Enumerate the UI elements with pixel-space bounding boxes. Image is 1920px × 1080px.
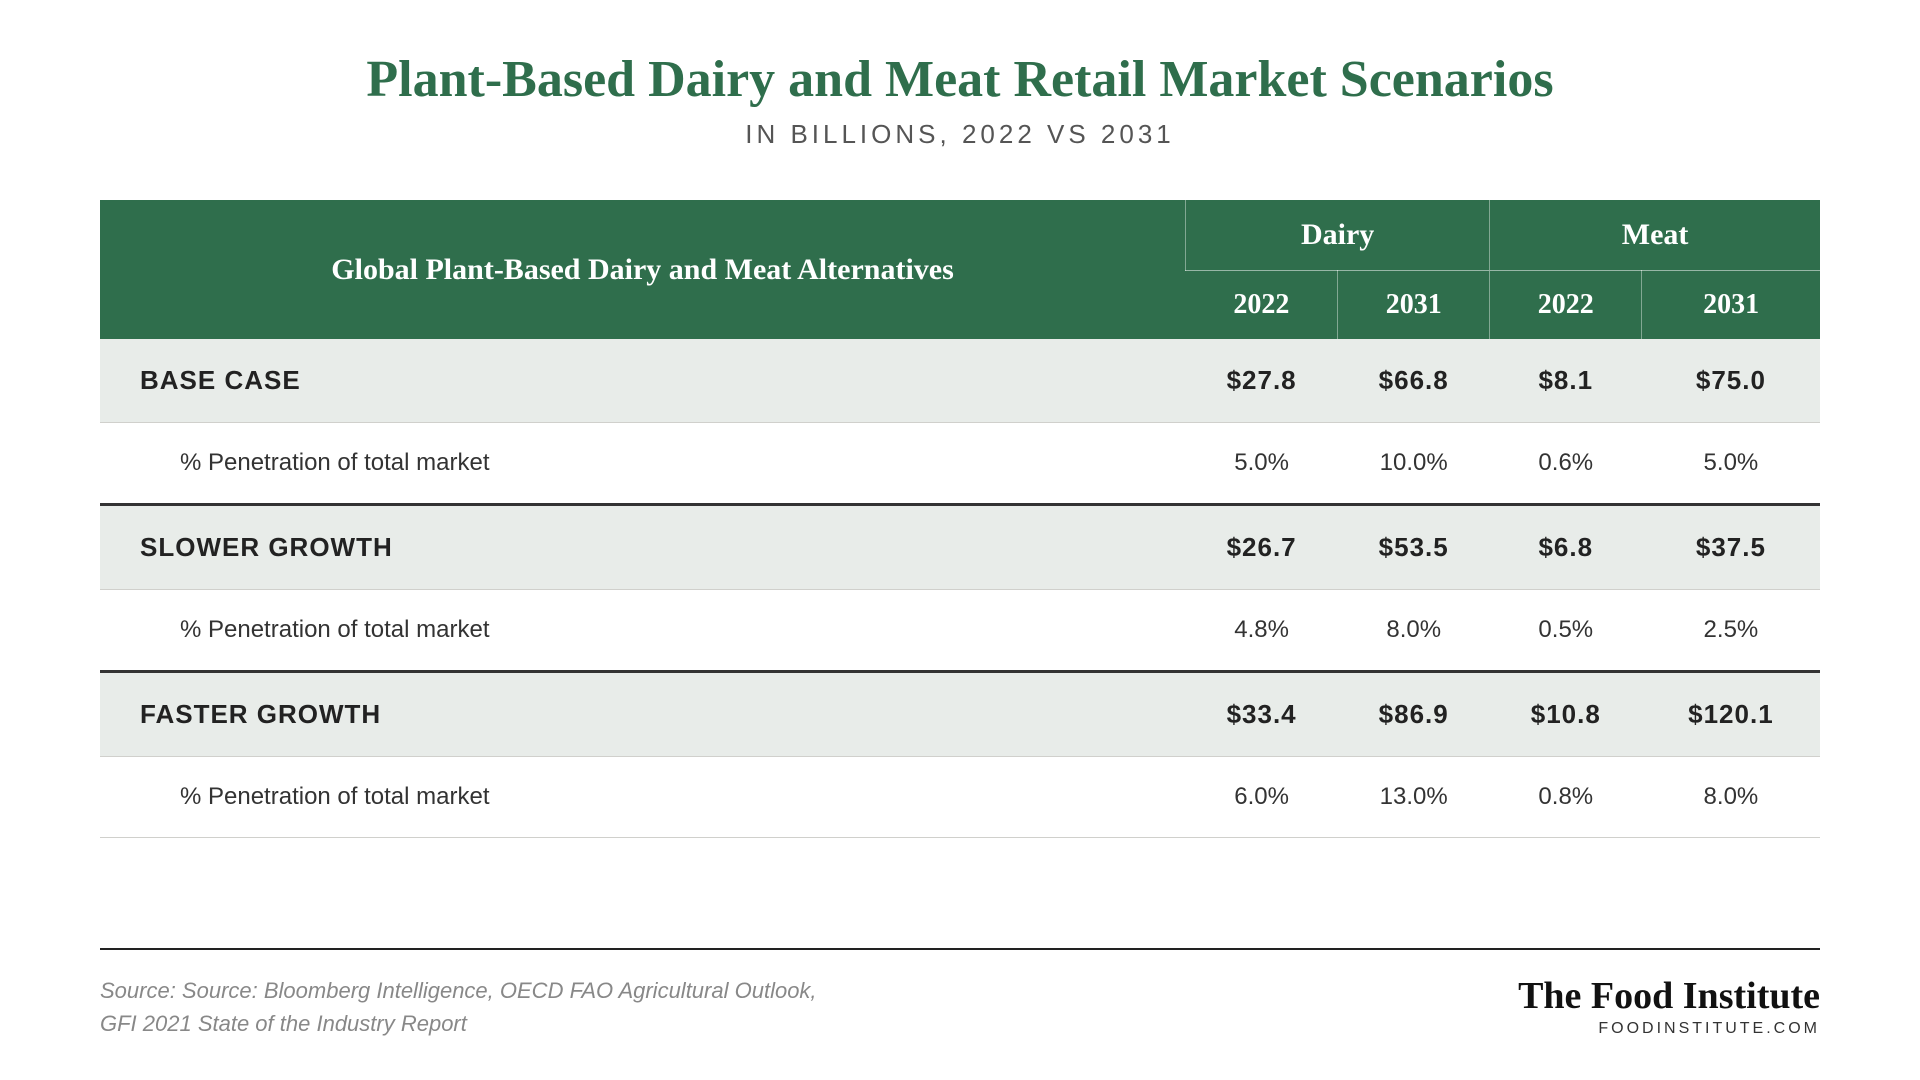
penetration-label: % Penetration of total market <box>100 590 1186 672</box>
value-cell: 13.0% <box>1338 757 1490 838</box>
source-citation: Source: Source: Bloomberg Intelligence, … <box>100 974 817 1040</box>
value-cell: 10.0% <box>1338 423 1490 505</box>
table-row: % Penetration of total market6.0%13.0%0.… <box>100 757 1820 838</box>
scenario-name: SLOWER GROWTH <box>100 505 1186 590</box>
table-header: Global Plant-Based Dairy and Meat Altern… <box>100 200 1820 339</box>
corner-header: Global Plant-Based Dairy and Meat Altern… <box>100 200 1186 339</box>
penetration-label: % Penetration of total market <box>100 423 1186 505</box>
footer: Source: Source: Bloomberg Intelligence, … <box>100 948 1820 1040</box>
table-row: % Penetration of total market5.0%10.0%0.… <box>100 423 1820 505</box>
year-header: 2031 <box>1642 271 1820 340</box>
value-cell: 0.5% <box>1490 590 1642 672</box>
table-row: SLOWER GROWTH$26.7$53.5$6.8$37.5 <box>100 505 1820 590</box>
group-header-meat: Meat <box>1490 200 1820 271</box>
year-header: 2031 <box>1338 271 1490 340</box>
chart-title: Plant-Based Dairy and Meat Retail Market… <box>100 50 1820 109</box>
value-cell: 0.6% <box>1490 423 1642 505</box>
value-cell: $10.8 <box>1490 672 1642 757</box>
value-cell: 6.0% <box>1186 757 1338 838</box>
value-cell: $37.5 <box>1642 505 1820 590</box>
value-cell: 2.5% <box>1642 590 1820 672</box>
scenarios-table: Global Plant-Based Dairy and Meat Altern… <box>100 200 1820 838</box>
value-cell: $33.4 <box>1186 672 1338 757</box>
value-cell: $26.7 <box>1186 505 1338 590</box>
value-cell: 0.8% <box>1490 757 1642 838</box>
brand-url: FOODINSTITUTE.COM <box>1518 1020 1820 1038</box>
value-cell: 8.0% <box>1338 590 1490 672</box>
group-header-dairy: Dairy <box>1186 200 1490 271</box>
value-cell: $120.1 <box>1642 672 1820 757</box>
value-cell: 5.0% <box>1186 423 1338 505</box>
scenario-name: BASE CASE <box>100 339 1186 423</box>
value-cell: 8.0% <box>1642 757 1820 838</box>
value-cell: $27.8 <box>1186 339 1338 423</box>
table-row: FASTER GROWTH$33.4$86.9$10.8$120.1 <box>100 672 1820 757</box>
brand-name: The Food Institute <box>1518 974 1820 1018</box>
value-cell: $75.0 <box>1642 339 1820 423</box>
value-cell: 4.8% <box>1186 590 1338 672</box>
source-line: GFI 2021 State of the Industry Report <box>100 1007 817 1040</box>
chart-subtitle: IN BILLIONS, 2022 VS 2031 <box>100 119 1820 150</box>
table-row: BASE CASE$27.8$66.8$8.1$75.0 <box>100 339 1820 423</box>
value-cell: 5.0% <box>1642 423 1820 505</box>
year-header: 2022 <box>1186 271 1338 340</box>
value-cell: $6.8 <box>1490 505 1642 590</box>
value-cell: $8.1 <box>1490 339 1642 423</box>
brand-block: The Food Institute FOODINSTITUTE.COM <box>1518 974 1820 1038</box>
value-cell: $86.9 <box>1338 672 1490 757</box>
penetration-label: % Penetration of total market <box>100 757 1186 838</box>
table-row: % Penetration of total market4.8%8.0%0.5… <box>100 590 1820 672</box>
scenario-name: FASTER GROWTH <box>100 672 1186 757</box>
year-header: 2022 <box>1490 271 1642 340</box>
value-cell: $53.5 <box>1338 505 1490 590</box>
table-body: BASE CASE$27.8$66.8$8.1$75.0% Penetratio… <box>100 339 1820 838</box>
value-cell: $66.8 <box>1338 339 1490 423</box>
source-line: Source: Source: Bloomberg Intelligence, … <box>100 974 817 1007</box>
